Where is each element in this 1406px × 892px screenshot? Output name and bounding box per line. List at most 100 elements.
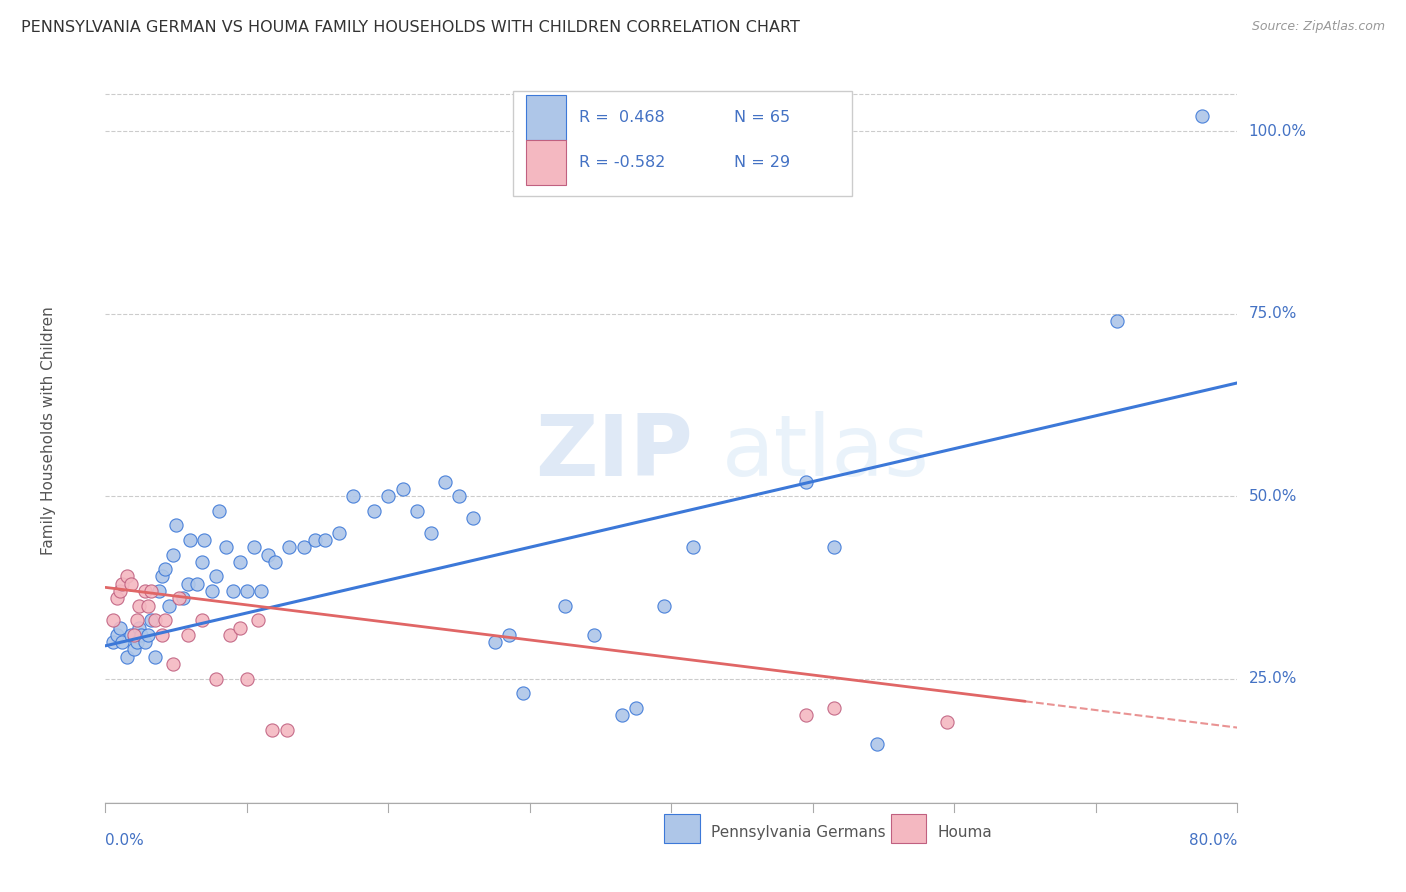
Point: [1105, 314, 1128, 328]
Point: [624, 701, 647, 715]
Point: [236, 584, 259, 599]
Point: [215, 540, 238, 554]
Point: [134, 635, 156, 649]
Point: [128, 621, 150, 635]
Point: [250, 584, 273, 599]
Point: [200, 584, 222, 599]
Point: [111, 576, 134, 591]
Point: [257, 548, 280, 562]
Text: Houma: Houma: [938, 824, 993, 839]
Point: [150, 569, 173, 583]
Point: [143, 649, 166, 664]
Text: 75.0%: 75.0%: [1249, 306, 1296, 321]
Point: [276, 723, 298, 737]
Point: [204, 569, 226, 583]
Point: [229, 555, 252, 569]
Point: [165, 518, 187, 533]
Point: [176, 628, 198, 642]
Point: [794, 475, 817, 489]
Bar: [526, 140, 567, 185]
Point: [128, 599, 150, 613]
Text: Family Households with Children: Family Households with Children: [41, 306, 56, 555]
Point: [101, 613, 124, 627]
Point: [186, 576, 208, 591]
Bar: [526, 95, 567, 140]
Text: 80.0%: 80.0%: [1189, 833, 1237, 848]
Text: Pennsylvania Germans: Pennsylvania Germans: [711, 824, 886, 839]
Point: [125, 613, 148, 627]
Text: N = 29: N = 29: [734, 154, 790, 169]
Point: [167, 591, 190, 606]
Text: 50.0%: 50.0%: [1249, 489, 1296, 504]
Point: [247, 613, 270, 627]
Point: [236, 672, 259, 686]
Point: [304, 533, 326, 547]
Text: N = 65: N = 65: [734, 110, 790, 125]
Point: [419, 525, 441, 540]
Point: [139, 613, 162, 627]
Point: [111, 635, 134, 649]
Point: [377, 489, 399, 503]
Point: [292, 540, 315, 554]
Point: [105, 628, 128, 642]
Point: [115, 569, 138, 583]
Point: [179, 533, 201, 547]
Point: [108, 621, 131, 635]
Point: [204, 672, 226, 686]
Text: R = -0.582: R = -0.582: [578, 154, 665, 169]
Point: [610, 708, 633, 723]
Point: [176, 576, 198, 591]
Point: [463, 511, 485, 525]
Point: [264, 555, 287, 569]
Point: [243, 540, 266, 554]
Point: [120, 576, 142, 591]
Point: [936, 715, 959, 730]
Text: ZIP: ZIP: [536, 411, 693, 494]
Point: [405, 504, 427, 518]
Point: [262, 723, 284, 737]
Point: [136, 628, 159, 642]
Bar: [664, 814, 700, 843]
Bar: [890, 814, 927, 843]
Point: [229, 621, 252, 635]
Text: 100.0%: 100.0%: [1249, 123, 1306, 138]
Point: [129, 628, 152, 642]
Point: [105, 591, 128, 606]
Point: [794, 708, 817, 723]
Text: 25.0%: 25.0%: [1249, 671, 1296, 686]
Text: atlas: atlas: [723, 411, 931, 494]
Point: [1191, 109, 1213, 123]
Point: [115, 649, 138, 664]
Point: [222, 584, 245, 599]
Point: [190, 555, 212, 569]
Point: [865, 738, 887, 752]
Point: [484, 635, 506, 649]
Point: [157, 599, 180, 613]
Point: [139, 584, 162, 599]
Point: [342, 489, 364, 503]
Point: [122, 642, 145, 657]
Point: [143, 613, 166, 627]
Point: [314, 533, 336, 547]
Text: 0.0%: 0.0%: [105, 833, 145, 848]
Point: [120, 628, 142, 642]
Text: R =  0.468: R = 0.468: [578, 110, 664, 125]
Point: [108, 584, 131, 599]
Point: [136, 599, 159, 613]
Point: [363, 504, 385, 518]
Point: [148, 584, 170, 599]
Point: [498, 628, 520, 642]
FancyBboxPatch shape: [513, 92, 852, 195]
Point: [682, 540, 704, 554]
Text: Source: ZipAtlas.com: Source: ZipAtlas.com: [1251, 20, 1385, 33]
Point: [582, 628, 605, 642]
Point: [122, 628, 145, 642]
Point: [153, 562, 176, 576]
Point: [328, 525, 350, 540]
Point: [278, 540, 301, 554]
Point: [125, 635, 148, 649]
Point: [652, 599, 675, 613]
Point: [172, 591, 194, 606]
Point: [512, 686, 534, 700]
Point: [153, 613, 176, 627]
